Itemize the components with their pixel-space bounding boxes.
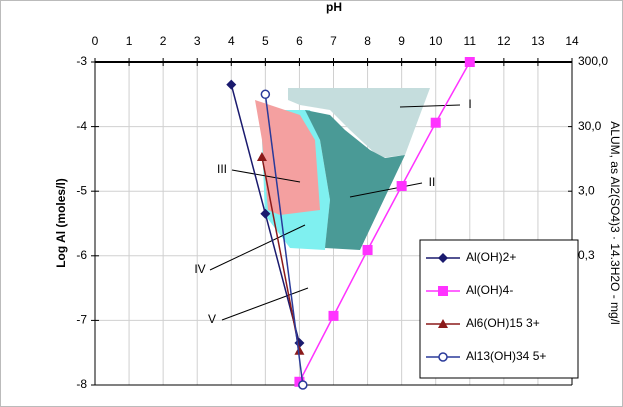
marker xyxy=(396,181,407,192)
x-tick-label: 13 xyxy=(531,34,545,48)
annotation: II xyxy=(429,175,436,189)
regions xyxy=(255,88,430,250)
y-tick-label: -5 xyxy=(76,183,87,197)
legend-marker xyxy=(438,319,448,328)
marker xyxy=(226,79,237,90)
marker xyxy=(294,345,305,355)
annotation: V xyxy=(208,312,216,326)
y2-tick-label: 3,0 xyxy=(578,183,595,197)
y-tick-label: -3 xyxy=(76,54,87,68)
y2-tick-label: 300,0 xyxy=(578,54,608,68)
region-i xyxy=(288,88,430,158)
marker xyxy=(260,89,271,100)
x-tick-label: 8 xyxy=(364,34,371,48)
x-tick-label: 6 xyxy=(296,34,303,48)
series-line xyxy=(298,61,471,383)
x-tick-label: 9 xyxy=(398,34,405,48)
annotation: III xyxy=(217,162,227,176)
x-tick-label: 10 xyxy=(429,34,443,48)
annotation: I xyxy=(468,97,471,111)
legend-marker xyxy=(438,253,448,263)
y-tick-label: -4 xyxy=(76,119,87,133)
x-axis-title: pH xyxy=(326,0,342,14)
marker xyxy=(256,151,267,161)
marker xyxy=(464,57,475,67)
legend-label: Al(OH)2+ xyxy=(466,250,516,264)
annotation-arrow xyxy=(221,287,309,321)
legend-marker xyxy=(438,352,448,362)
x-tick-label: 14 xyxy=(565,34,579,48)
y-tick-label: -7 xyxy=(76,313,87,327)
x-tick-label: 1 xyxy=(126,34,133,48)
legend-label: Al13(OH)34 5+ xyxy=(466,349,546,363)
marker xyxy=(260,208,271,219)
y-axis-title: Log Al (moles/l) xyxy=(54,178,68,268)
region-iii xyxy=(255,100,320,215)
marker xyxy=(430,117,441,128)
series-line xyxy=(264,94,304,386)
x-tick-label: 12 xyxy=(497,34,511,48)
series-line xyxy=(261,156,301,351)
x-tick-label: 5 xyxy=(262,34,269,48)
y-tick-label: -6 xyxy=(76,248,87,262)
annotation-arrow xyxy=(349,182,423,198)
region-ii xyxy=(305,110,405,250)
x-tick-label: 4 xyxy=(228,34,235,48)
y2-axis-title: ALUM, as Al2(SO4)3 · 14.3H2O - mg/l xyxy=(608,121,622,324)
legend-label: Al(OH)4- xyxy=(466,283,513,297)
annotation-arrow xyxy=(209,224,306,271)
y2-tick-label: 30,0 xyxy=(578,119,602,133)
marker xyxy=(328,310,339,321)
y-tick-label: -8 xyxy=(76,377,87,391)
annotation-arrow xyxy=(399,104,461,108)
y2-tick-label: 0,3 xyxy=(578,248,595,262)
marker xyxy=(298,380,308,390)
x-tick-label: 2 xyxy=(160,34,167,48)
annotation: IV xyxy=(194,262,205,276)
marker xyxy=(362,244,373,255)
legend-marker xyxy=(438,286,448,296)
x-tick-label: 7 xyxy=(330,34,337,48)
x-tick-label: 0 xyxy=(92,34,99,48)
x-tick-label: 11 xyxy=(464,34,477,48)
legend-label: Al6(OH)15 3+ xyxy=(466,316,540,330)
x-tick-label: 3 xyxy=(194,34,201,48)
